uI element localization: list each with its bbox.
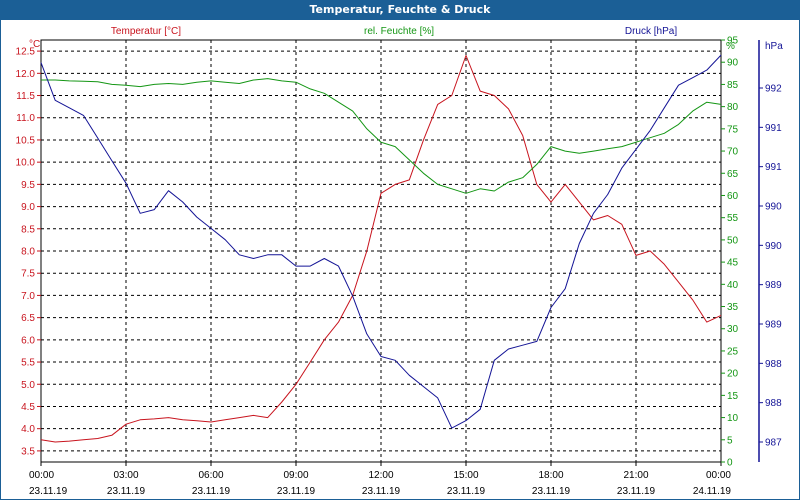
hum-tick-label: 90 bbox=[727, 58, 739, 69]
press-tick-label: 991 bbox=[765, 123, 782, 134]
temp-tick-label: 8.0 bbox=[21, 247, 35, 258]
press-tick-label: 989 bbox=[765, 280, 782, 291]
hum-tick-label: 25 bbox=[727, 346, 739, 357]
temp-tick-label: 8.5 bbox=[21, 224, 35, 235]
x-tick-date: 23.11.19 bbox=[29, 486, 68, 497]
hum-tick-label: 55 bbox=[727, 213, 739, 224]
hum-tick-label: 45 bbox=[727, 258, 739, 269]
temp-tick-label: 12.5 bbox=[16, 47, 36, 58]
x-tick-time: 15:00 bbox=[453, 470, 478, 481]
hum-tick-label: 10 bbox=[727, 413, 739, 424]
press-tick-label: 987 bbox=[765, 438, 782, 449]
grid bbox=[40, 39, 722, 463]
hum-tick-label: 5 bbox=[727, 435, 733, 446]
temp-tick-label: 6.5 bbox=[21, 313, 35, 324]
x-tick-date: 24.11.19 bbox=[693, 486, 732, 497]
x-tick-date: 23.11.19 bbox=[192, 486, 231, 497]
temp-tick-label: 5.0 bbox=[21, 380, 35, 391]
press-tick-label: 991 bbox=[765, 162, 782, 173]
x-tick-time: 06:00 bbox=[198, 470, 223, 481]
press-tick-label: 990 bbox=[765, 241, 782, 252]
temp-unit-label: °C bbox=[29, 39, 40, 50]
series-lines bbox=[40, 54, 722, 443]
x-tick-time: 00:00 bbox=[706, 470, 731, 481]
hum-tick-label: 60 bbox=[727, 191, 739, 202]
hum-tick-label: 40 bbox=[727, 280, 739, 291]
temp-tick-label: 7.0 bbox=[21, 291, 35, 302]
hum-tick-label: 35 bbox=[727, 302, 739, 313]
hum-unit-label: % bbox=[726, 41, 735, 52]
x-tick-date: 23.11.19 bbox=[617, 486, 656, 497]
x-tick-time: 00:00 bbox=[29, 470, 54, 481]
humidity-line bbox=[41, 78, 722, 194]
hum-tick-label: 50 bbox=[727, 235, 739, 246]
x-tick-time: 09:00 bbox=[283, 470, 308, 481]
x-tick-time: 03:00 bbox=[113, 470, 138, 481]
press-unit-label: hPa bbox=[765, 41, 783, 52]
pressure-line bbox=[40, 54, 722, 429]
window-title: Temperatur, Feuchte & Druck bbox=[1, 1, 799, 20]
temperature-line bbox=[40, 55, 722, 443]
hum-tick-label: 85 bbox=[727, 80, 739, 91]
press-tick-label: 988 bbox=[765, 359, 782, 370]
temp-tick-label: 10.5 bbox=[16, 135, 36, 146]
temp-tick-label: 7.5 bbox=[21, 269, 35, 280]
x-tick-date: 23.11.19 bbox=[277, 486, 316, 497]
chart-svg: 00:00 23.11.19 03:00 23.11.19 06:00 23.11.19 0… bbox=[16, 26, 784, 498]
temp-tick-label: 10.0 bbox=[16, 158, 36, 169]
hum-tick-label: 65 bbox=[727, 169, 739, 180]
press-tick-label: 992 bbox=[765, 84, 782, 95]
temp-tick-label: 11.0 bbox=[16, 113, 35, 124]
x-tick-time: 21:00 bbox=[623, 470, 648, 481]
temp-tick-label: 5.5 bbox=[21, 358, 35, 369]
temp-tick-label: 6.0 bbox=[21, 335, 35, 346]
hum-tick-label: 15 bbox=[727, 391, 739, 402]
hum-tick-label: 80 bbox=[727, 102, 739, 113]
x-tick-time: 12:00 bbox=[368, 470, 393, 481]
hum-tick-label: 75 bbox=[727, 124, 739, 135]
temp-tick-label: 11.5 bbox=[16, 91, 35, 102]
temp-axis-label: Temperatur [°C] bbox=[111, 26, 181, 37]
x-tick-date: 23.11.19 bbox=[532, 486, 571, 497]
temp-tick-label: 4.0 bbox=[21, 424, 35, 435]
press-tick-label: 990 bbox=[765, 202, 782, 213]
press-axis-label: Druck [hPa] bbox=[625, 26, 677, 37]
press-tick-label: 988 bbox=[765, 398, 782, 409]
x-tick-date: 23.11.19 bbox=[362, 486, 401, 497]
hum-tick-label: 95 bbox=[727, 36, 739, 47]
temp-tick-label: 12.0 bbox=[16, 69, 36, 80]
x-tick-date: 23.11.19 bbox=[107, 486, 146, 497]
axes: 00:00 23.11.19 03:00 23.11.19 06:00 23.11.19 0… bbox=[16, 36, 783, 498]
temp-tick-label: 3.5 bbox=[21, 446, 35, 457]
temp-tick-label: 9.0 bbox=[21, 202, 35, 213]
x-tick-date: 23.11.19 bbox=[447, 486, 486, 497]
press-tick-label: 989 bbox=[765, 320, 782, 331]
temp-tick-label: 9.5 bbox=[21, 180, 35, 191]
temp-tick-label: 4.5 bbox=[21, 402, 35, 413]
hum-axis-label: rel. Feuchte [%] bbox=[364, 26, 434, 37]
hum-tick-label: 20 bbox=[727, 369, 739, 380]
hum-tick-label: 30 bbox=[727, 324, 739, 335]
hum-tick-label: 70 bbox=[727, 147, 739, 158]
x-tick-time: 18:00 bbox=[538, 470, 563, 481]
hum-tick-label: 0 bbox=[727, 458, 733, 469]
